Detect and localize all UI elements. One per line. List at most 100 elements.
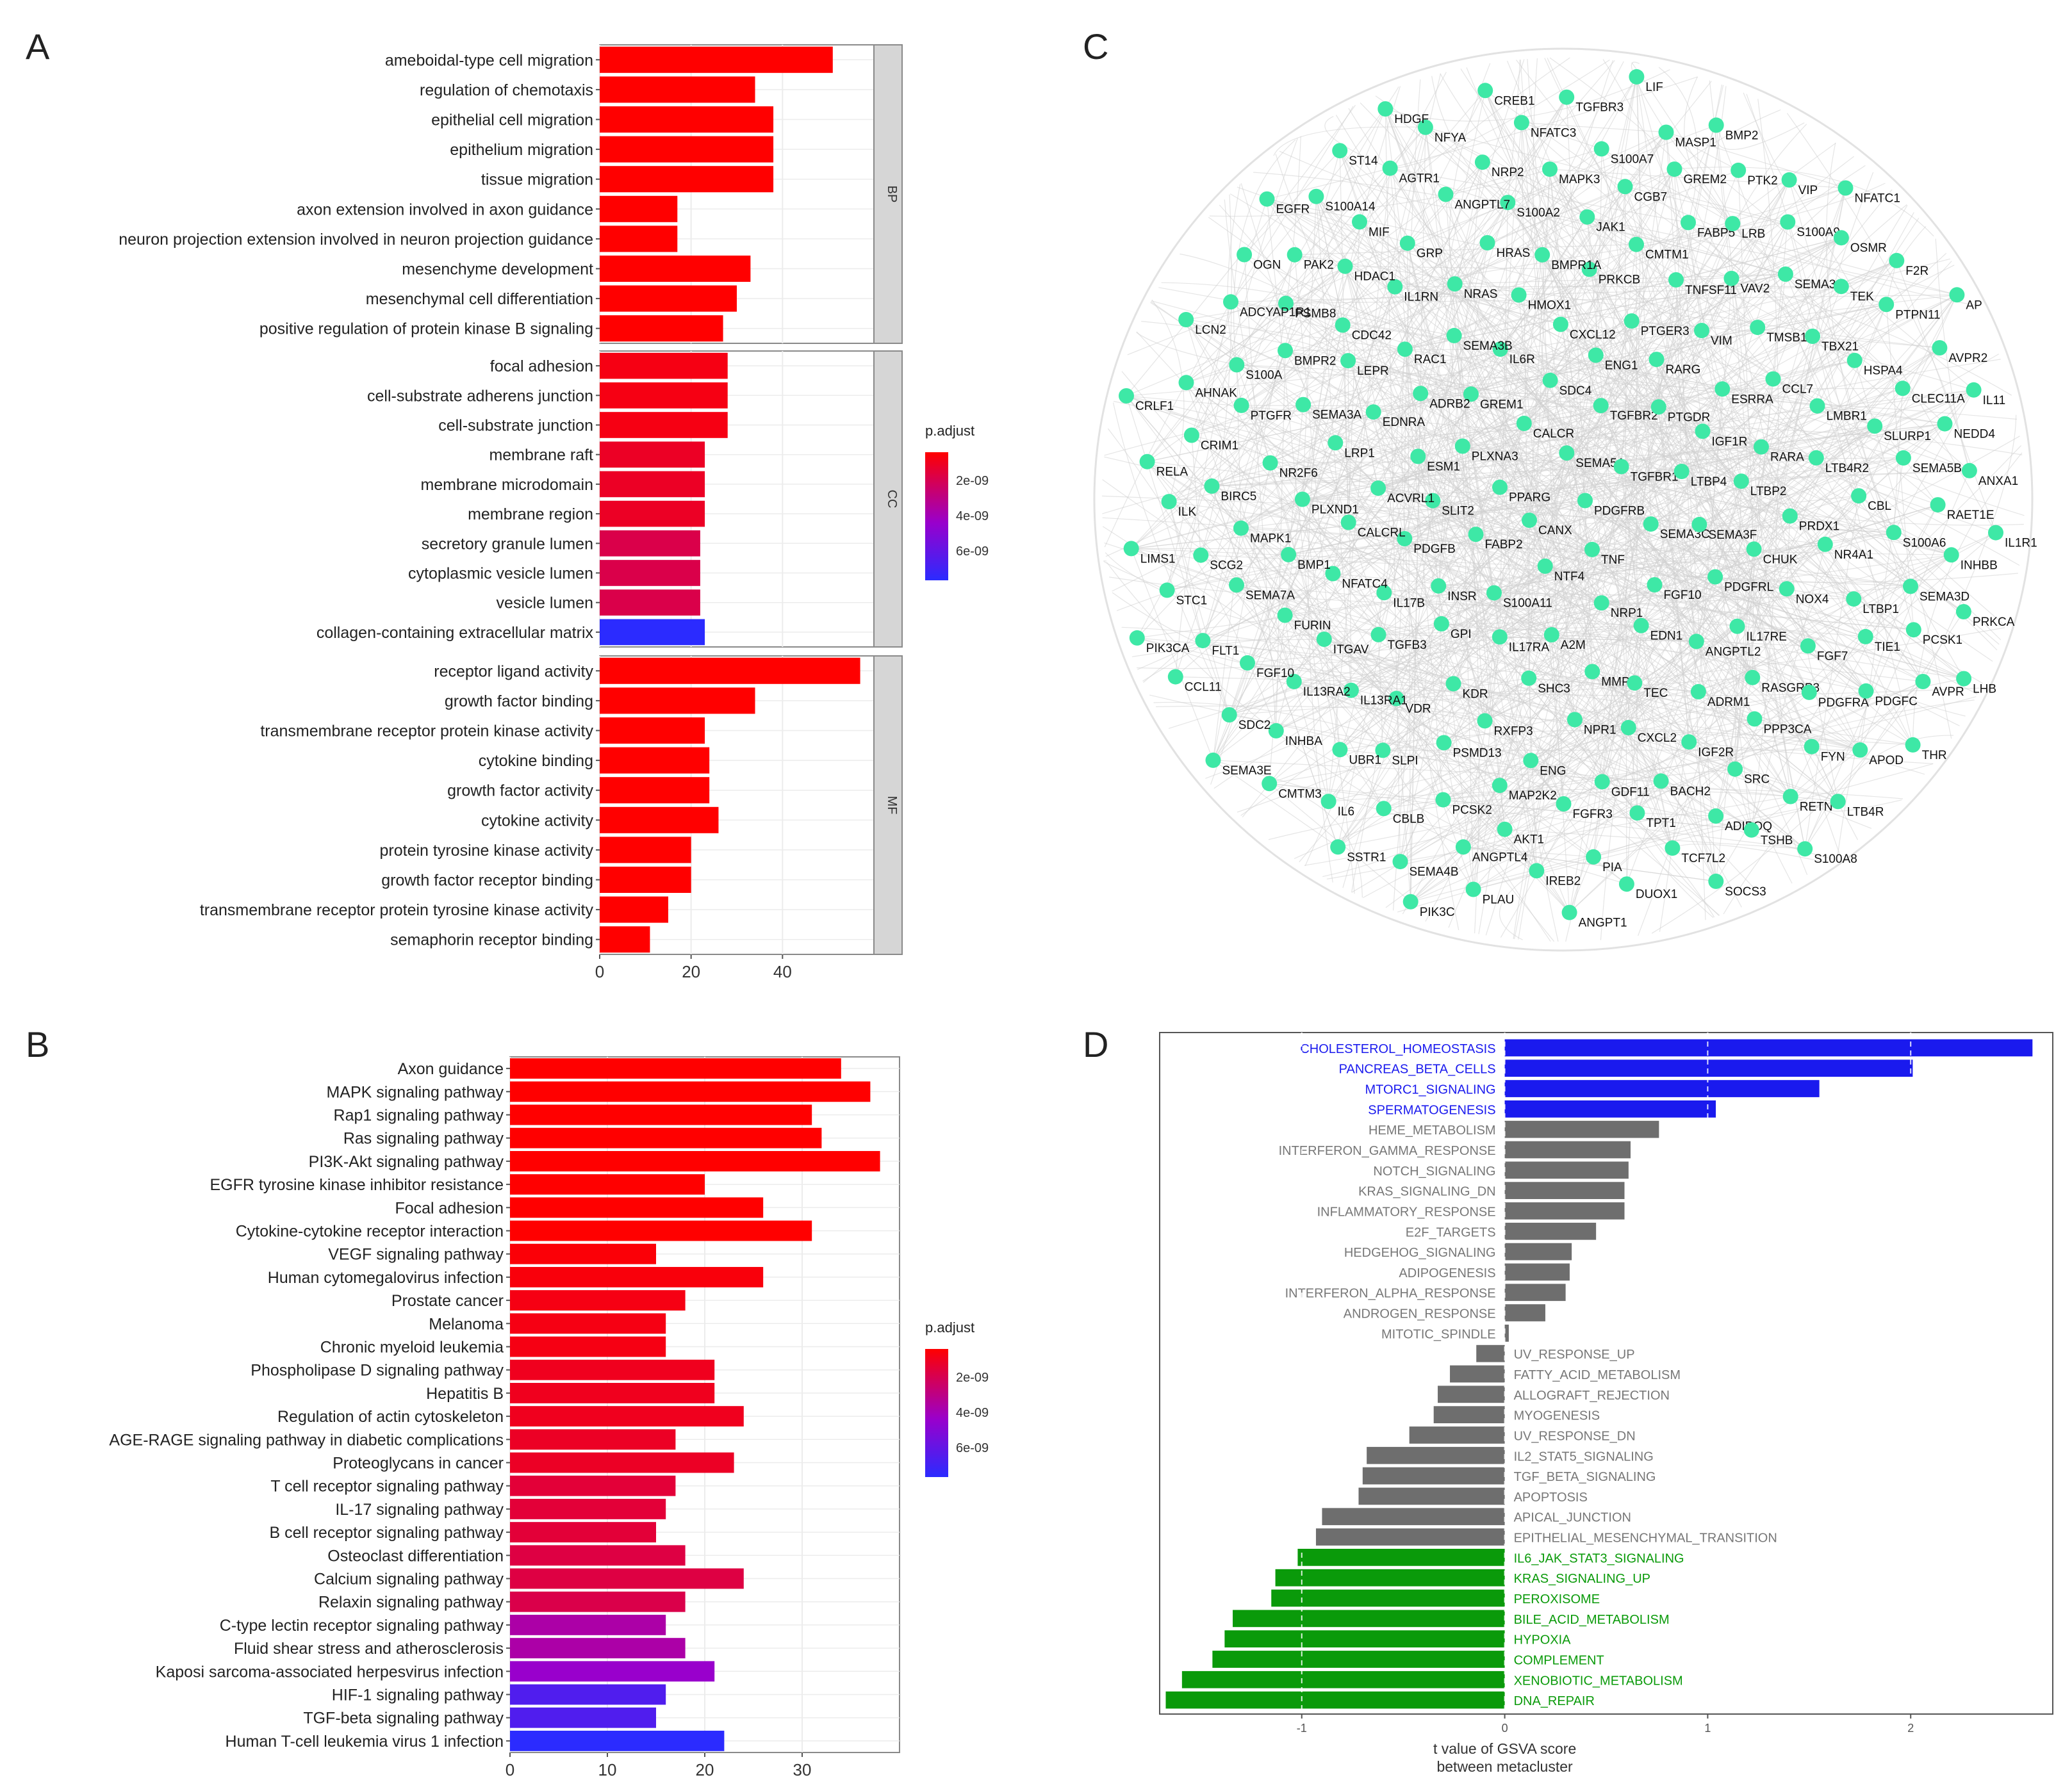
edge [1275, 154, 1344, 325]
node-label: PCSK2 [1452, 804, 1492, 817]
edge [1658, 67, 1698, 223]
node [1782, 788, 1798, 805]
node [1287, 247, 1303, 263]
panel-a-legend-title: p.adjust [925, 423, 974, 439]
bar [600, 530, 700, 557]
node-label: FGF10 [1664, 589, 1702, 602]
edge [1859, 629, 1914, 751]
edge [1825, 544, 1854, 600]
edge [1591, 671, 1720, 916]
node [1556, 796, 1572, 812]
edge [1113, 402, 1230, 715]
node [1417, 119, 1433, 135]
category-label: IL-17 signaling pathway [335, 1501, 504, 1519]
node-label: EDNRA [1383, 416, 1426, 429]
node [1559, 89, 1575, 105]
category-label: membrane microdomain [420, 476, 593, 494]
edge [1666, 132, 1974, 391]
bar [510, 1661, 715, 1682]
node [1905, 622, 1921, 638]
node [1492, 629, 1508, 645]
node-label: VIP [1798, 184, 1818, 197]
edge [1454, 335, 1938, 505]
node [1513, 115, 1529, 131]
node [1204, 478, 1220, 494]
node-label: VIM [1711, 334, 1732, 348]
node [1195, 633, 1211, 649]
bar [510, 1313, 666, 1334]
node [1516, 416, 1532, 431]
x-tick-label: -1 [1297, 1722, 1307, 1735]
category-label: Relaxin signaling pathway [318, 1594, 504, 1612]
node-label: MIF [1369, 225, 1390, 239]
node [1620, 720, 1636, 735]
bar [1504, 1222, 1597, 1240]
node [1584, 664, 1600, 680]
panel-a-legend-label: 4e-09 [956, 509, 989, 523]
node [1438, 186, 1454, 202]
node-label: ADCYAP1R1 [1240, 306, 1311, 319]
category-label: UV_RESPONSE_UP [1514, 1348, 1635, 1362]
bar [1165, 1691, 1505, 1709]
edge [1528, 678, 1537, 871]
node-label: FLT1 [1212, 644, 1239, 658]
node-label: AP [1966, 298, 1982, 312]
node [1588, 347, 1604, 363]
edge [1466, 67, 1742, 482]
node [1534, 247, 1550, 263]
edge [1636, 76, 1723, 389]
node-label: IREB2 [1545, 874, 1581, 888]
node [1119, 388, 1134, 404]
node-label: S100A6 [1903, 536, 1946, 550]
edge [1229, 286, 1395, 715]
edge [1210, 325, 1344, 785]
node [1690, 683, 1706, 699]
edge [1394, 286, 1690, 742]
node-label: GREM1 [1480, 398, 1524, 411]
node [1328, 435, 1344, 451]
edge [1203, 294, 1957, 641]
bar [510, 1614, 666, 1635]
edge [1393, 335, 1455, 911]
node-label: F2R [1905, 265, 1928, 278]
category-label: Human cytomegalovirus infection [268, 1269, 504, 1287]
edge [1601, 425, 1875, 603]
node [1781, 172, 1797, 188]
node [1895, 380, 1911, 396]
edge [1463, 846, 1594, 858]
edge [1399, 60, 1613, 862]
node [1647, 577, 1663, 592]
node-label: PRDX1 [1799, 520, 1839, 534]
node [1332, 742, 1348, 758]
edge [1147, 461, 1661, 781]
edge [1285, 131, 1666, 304]
node-label: ST14 [1349, 154, 1378, 168]
edge [1536, 548, 1755, 871]
node [1658, 124, 1674, 140]
node-label: AKT1 [1514, 833, 1545, 847]
edge [1518, 295, 1716, 882]
edge [1244, 254, 1546, 567]
category-label: cytokine activity [481, 812, 594, 829]
edge [1825, 295, 1957, 545]
edge [1383, 59, 1525, 593]
category-label: Calcium signaling pathway [314, 1571, 504, 1589]
node [1392, 854, 1408, 870]
edge [1651, 681, 1923, 934]
edge [1328, 788, 1903, 802]
node-label: PDGFC [1875, 695, 1918, 708]
node-label: TGFBR3 [1575, 101, 1624, 115]
panel-letter-b: B [26, 1024, 49, 1065]
edge [1485, 186, 1626, 936]
bar [600, 441, 705, 468]
edge [1487, 168, 1550, 243]
node [1613, 459, 1629, 475]
node-label: FGFR3 [1573, 808, 1613, 821]
edge [1454, 283, 1755, 719]
category-label: DNA_REPAIR [1514, 1694, 1595, 1708]
node [1743, 822, 1759, 838]
node-label: HSPA4 [1864, 364, 1903, 378]
edge [1547, 58, 1762, 448]
node-label: PLXND1 [1311, 503, 1359, 517]
edge [1542, 254, 1565, 805]
